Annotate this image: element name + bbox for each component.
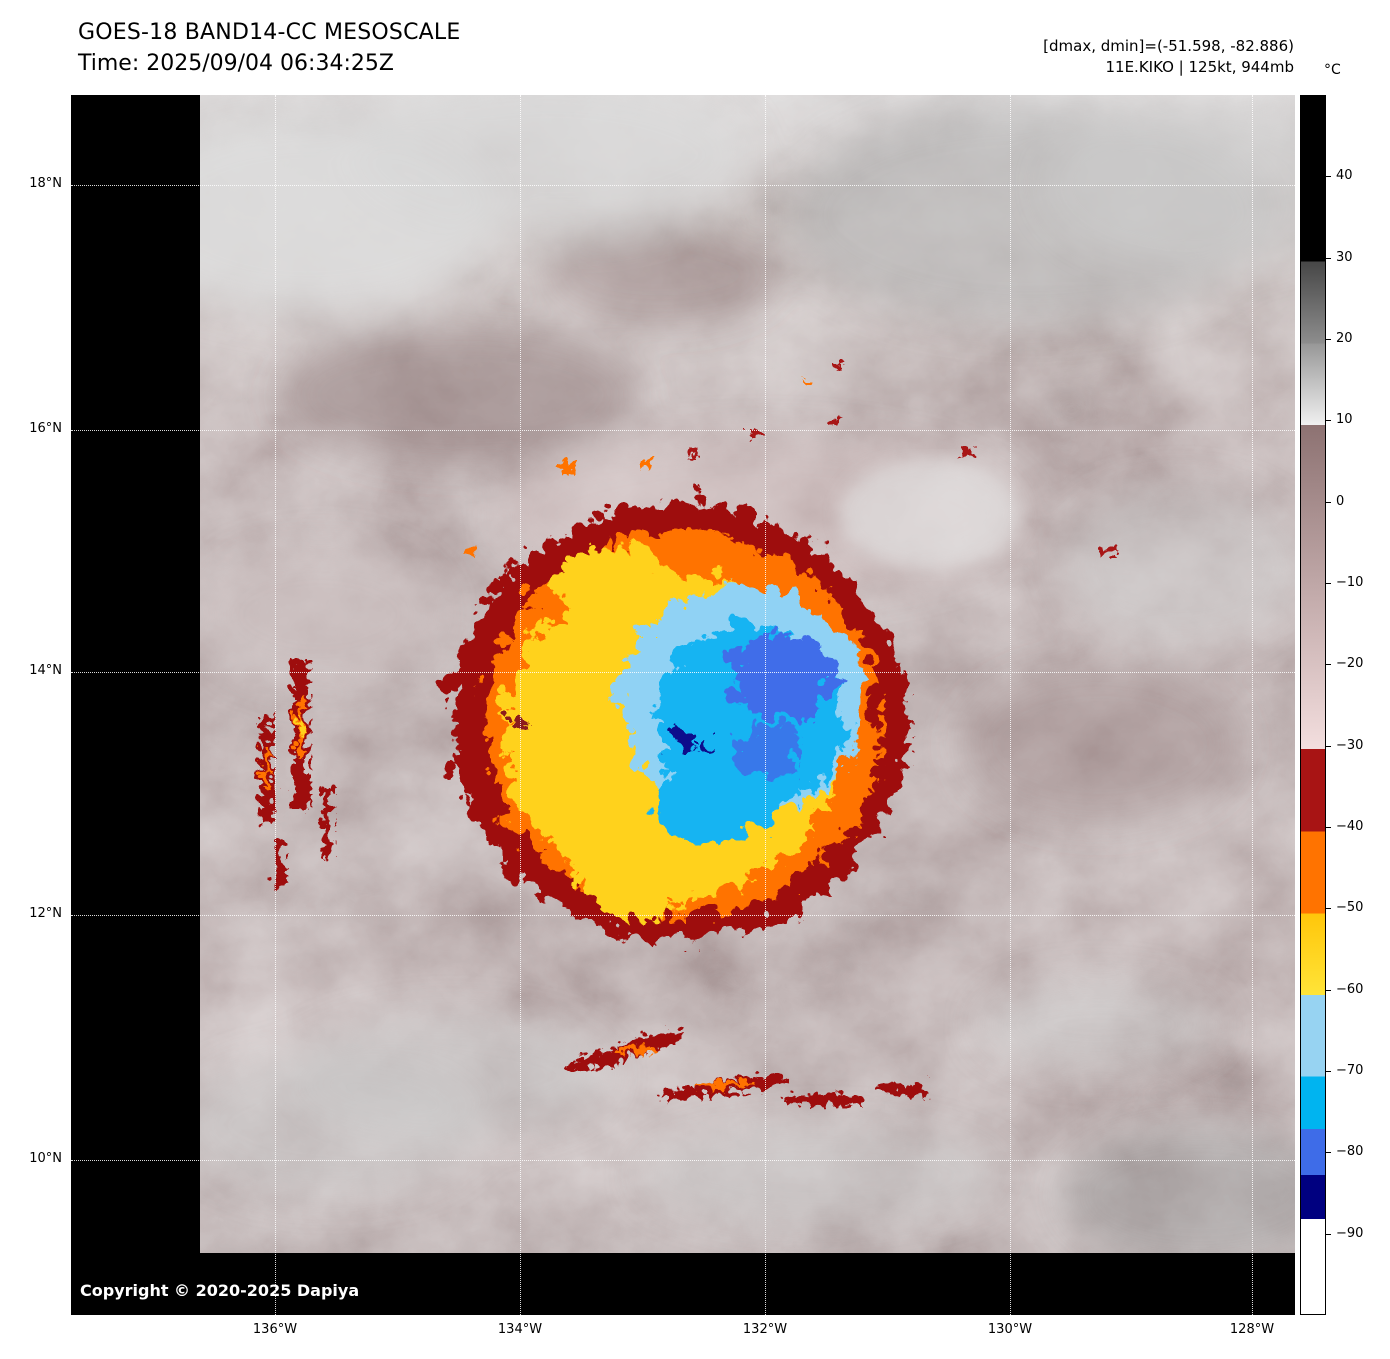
colorbar-tickmark	[1326, 1152, 1331, 1153]
lon-tick-label: 134°W	[497, 1322, 543, 1337]
gridline-136w	[275, 95, 276, 1315]
lat-tick-label: 12°N	[29, 906, 62, 921]
lon-tick-label: 130°W	[987, 1322, 1033, 1337]
colorbar-tick-label: 40	[1336, 168, 1353, 183]
colorbar-tick-label: −80	[1336, 1144, 1364, 1159]
colorbar-unit: °C	[1324, 62, 1341, 78]
dmax-dmin-readout: [dmax, dmin]=(-51.598, -82.886)	[1043, 37, 1294, 55]
colorbar-tickmark	[1326, 664, 1331, 665]
lat-tick-label: 16°N	[29, 421, 62, 436]
colorbar-tickmark	[1326, 746, 1331, 747]
gridline-12n	[71, 915, 1295, 916]
lat-tick-label: 18°N	[29, 176, 62, 191]
lat-tick-label: 10°N	[29, 1151, 62, 1166]
gridline-14n	[71, 672, 1295, 673]
colorbar-tick-label: −60	[1336, 982, 1364, 997]
gridline-10n	[71, 1160, 1295, 1161]
gridline-134w	[520, 95, 521, 1315]
map-plot-area: Copyright © 2020-2025 Dapiya	[71, 95, 1295, 1315]
colorbar-tickmark	[1326, 1071, 1331, 1072]
colorbar-tickmark	[1326, 420, 1331, 421]
temperature-colorbar	[1300, 95, 1326, 1315]
colorbar-tickmark	[1326, 258, 1331, 259]
colorbar-tick-label: −40	[1336, 819, 1364, 834]
gridline-16n	[71, 430, 1295, 431]
lat-tick-label: 14°N	[29, 663, 62, 678]
gridline-130w	[1010, 95, 1011, 1315]
product-time: Time: 2025/09/04 06:34:25Z	[78, 51, 394, 76]
colorbar-tickmark	[1326, 990, 1331, 991]
colorbar-tick-label: −20	[1336, 656, 1364, 671]
colorbar-tick-label: −90	[1336, 1226, 1364, 1241]
header-titles: GOES-18 BAND14-CC MESOSCALE Time: 2025/0…	[78, 20, 460, 76]
colorbar-tickmark	[1326, 827, 1331, 828]
lon-tick-label: 132°W	[742, 1322, 788, 1337]
colorbar-tickmark	[1326, 1234, 1331, 1235]
colorbar-tickmark	[1326, 339, 1331, 340]
storm-info-readout: 11E.KIKO | 125kt, 944mb	[1105, 58, 1294, 76]
gridline-18n	[71, 185, 1295, 186]
colorbar-tickmark	[1326, 583, 1331, 584]
gridline-128w	[1252, 95, 1253, 1315]
copyright-text: Copyright © 2020-2025 Dapiya	[80, 1281, 360, 1300]
colorbar-tick-label: −30	[1336, 738, 1364, 753]
lon-tick-label: 136°W	[252, 1322, 298, 1337]
lon-tick-label: 128°W	[1229, 1322, 1275, 1337]
colorbar-tick-label: 20	[1336, 331, 1353, 346]
colorbar-tick-label: 10	[1336, 412, 1353, 427]
product-title: GOES-18 BAND14-CC MESOSCALE	[78, 20, 461, 45]
header-meta: [dmax, dmin]=(-51.598, -82.886) 11E.KIKO…	[1043, 36, 1294, 78]
colorbar-tickmark	[1326, 176, 1331, 177]
colorbar-tick-label: 30	[1336, 250, 1353, 265]
colorbar-tick-label: −10	[1336, 575, 1364, 590]
colorbar-tick-label: 0	[1336, 494, 1345, 509]
colorbar-tickmark	[1326, 908, 1331, 909]
colorbar-tickmark	[1326, 502, 1331, 503]
satellite-image	[200, 95, 1295, 1253]
colorbar-tick-label: −70	[1336, 1063, 1364, 1078]
colorbar-tick-label: −50	[1336, 900, 1364, 915]
gridline-132w	[765, 95, 766, 1315]
